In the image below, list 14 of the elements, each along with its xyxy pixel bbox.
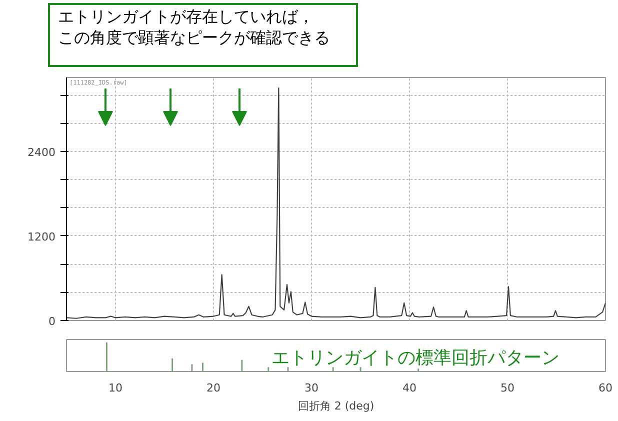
x-tick-label: 30 bbox=[304, 382, 318, 394]
x-tick-label: 10 bbox=[108, 382, 122, 394]
x-tick-label: 40 bbox=[402, 382, 416, 394]
annotation: エトリンガイトの標準回折パターン bbox=[272, 348, 560, 368]
y-tick-label: 2400 bbox=[28, 146, 56, 159]
x-tick-label: 60 bbox=[598, 382, 612, 394]
x-tick-label: 20 bbox=[206, 382, 220, 394]
y-tick-label: 1200 bbox=[28, 230, 56, 244]
x-axis-title: 回折角 2 (deg) bbox=[298, 400, 374, 412]
text: エトリンガイトが存在していれば， bbox=[58, 7, 314, 26]
text: この角度で顕著なピークが確認できる bbox=[58, 28, 330, 47]
line-series bbox=[66, 88, 606, 319]
x-tick-label: 50 bbox=[500, 382, 514, 394]
y-tick-label: 0 bbox=[48, 315, 56, 328]
